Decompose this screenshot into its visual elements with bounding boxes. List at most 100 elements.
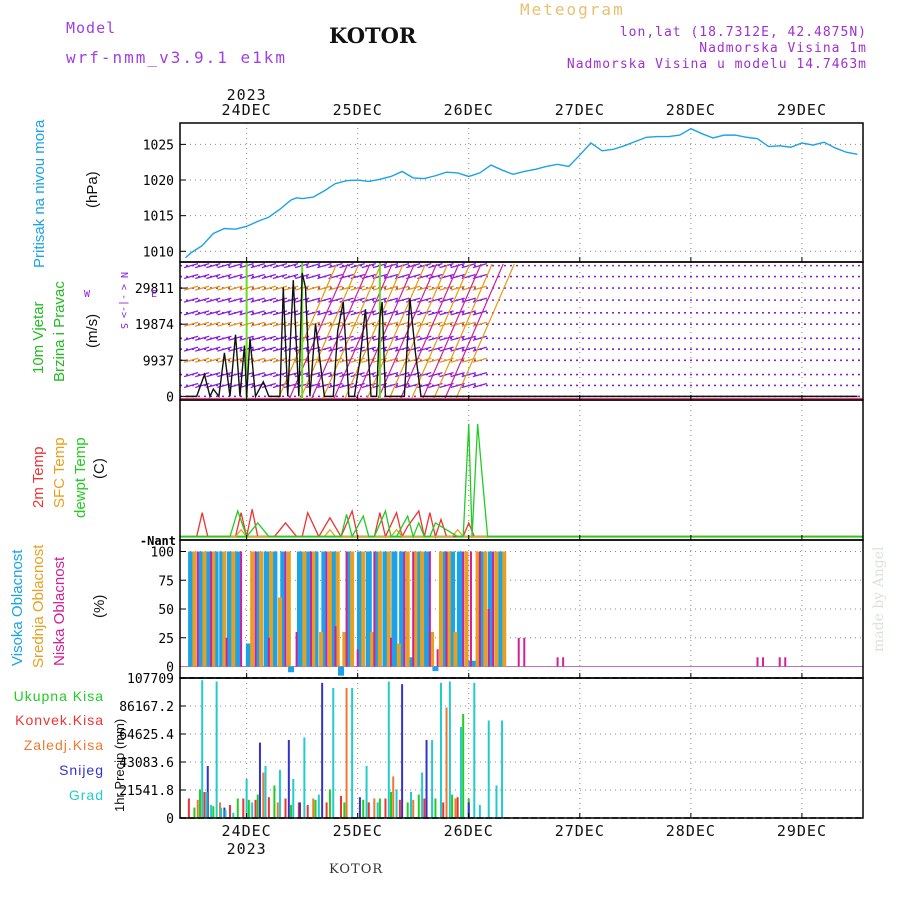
wind-barb — [217, 310, 232, 316]
precip-tick-label: 21541.8 — [119, 784, 174, 799]
bottom-date-label: 25DEC — [333, 822, 383, 840]
wind-speed-line — [185, 272, 858, 399]
cloud-bar — [391, 551, 398, 667]
wind-barb — [472, 297, 488, 303]
cloud-bar — [496, 551, 503, 667]
cloud-bar — [302, 551, 307, 667]
precip-bar — [290, 805, 293, 818]
cloud-tick-label: 75 — [158, 574, 174, 589]
temp-series-line — [185, 508, 858, 540]
wind-streak — [366, 263, 427, 399]
pressure-line — [185, 127, 858, 259]
wind-barb — [417, 297, 432, 303]
wind-barb — [328, 297, 343, 303]
precip-bar — [451, 794, 454, 818]
cloud-bar — [445, 551, 448, 667]
cloud-bar — [319, 632, 324, 667]
cloud-bar — [334, 626, 337, 667]
precip-bar — [345, 688, 348, 818]
precip-bar — [495, 785, 498, 818]
wind-barb — [206, 273, 221, 280]
wind-barb — [195, 310, 210, 316]
precip-bar — [454, 798, 457, 818]
precip-bar — [201, 680, 204, 818]
wind-barb — [250, 357, 265, 363]
precip-bar — [431, 740, 434, 818]
wind-barb — [206, 297, 221, 303]
wind-barb — [428, 310, 443, 316]
wind-barb — [261, 346, 277, 352]
wind-barb — [361, 346, 376, 352]
precip-bar — [210, 805, 213, 818]
wind-barb — [228, 297, 243, 303]
wind-barb — [206, 335, 221, 341]
cloud-bar — [469, 551, 472, 667]
cloud-bar — [430, 632, 435, 667]
cloud-bar — [211, 551, 216, 667]
precip-bar — [478, 805, 481, 818]
wind-barb — [261, 263, 277, 269]
cloud-bar — [219, 551, 226, 667]
wind-barb — [272, 263, 288, 269]
wind-barb — [217, 297, 232, 303]
wind-barb — [450, 335, 465, 341]
precip-tick-label: 0 — [166, 812, 174, 827]
cloud-bar — [438, 551, 443, 667]
temp-series-line — [185, 528, 858, 538]
panel-frame — [179, 399, 864, 541]
pressure-tick-label: 1010 — [143, 245, 174, 260]
wind-streak — [355, 263, 415, 399]
wind-barb — [472, 357, 488, 363]
wind-barb — [217, 346, 232, 352]
cloud-bar — [250, 551, 255, 667]
wind-barb — [228, 263, 243, 269]
altitude-info: Nadmorska Visina 1m — [699, 41, 867, 56]
cloud-bar — [428, 551, 431, 667]
cloud-bar — [254, 551, 261, 667]
wind-barb — [317, 297, 332, 303]
cloud-bar — [483, 551, 488, 667]
wind-barb — [450, 297, 465, 303]
wind-barb — [183, 310, 199, 316]
wind-barb — [250, 273, 265, 280]
precip-bar — [343, 802, 346, 818]
top-date-label: 25DEC — [333, 101, 383, 119]
wind-barb — [328, 335, 343, 341]
wind-barb — [383, 335, 399, 341]
wind-barb — [450, 346, 465, 352]
precip-bar — [287, 740, 290, 818]
wind-barb — [283, 263, 299, 269]
wind-barb — [228, 273, 243, 280]
wind-barb — [306, 310, 321, 316]
precip-bar — [284, 798, 287, 818]
wind-barb — [183, 321, 199, 327]
cloud-bar — [441, 551, 448, 667]
legend-total-rain: Ukupna Kisa — [13, 688, 104, 704]
wind-streak — [455, 263, 515, 399]
cloud-bar — [415, 551, 422, 667]
wind-barb — [261, 273, 277, 280]
cloud-bar — [196, 551, 203, 667]
wind-barb — [417, 310, 432, 316]
cloud-bar — [356, 551, 363, 667]
wind-barb — [306, 321, 321, 327]
wind-barb — [439, 346, 454, 352]
cloud-bar — [269, 551, 274, 667]
wind-barb — [228, 310, 243, 316]
cloud-bar — [756, 657, 759, 667]
precip-bar — [317, 794, 320, 818]
wind-barb — [383, 321, 399, 327]
cloud-bar — [254, 551, 257, 667]
wind-barb — [428, 297, 443, 303]
precip-bar — [245, 779, 248, 818]
wind-barb — [428, 346, 443, 352]
wind-barb — [250, 346, 265, 352]
precip-bar — [254, 799, 257, 818]
cloud-bar — [478, 551, 481, 667]
model-label: Model — [66, 19, 117, 37]
wind-barb — [317, 263, 332, 269]
cloud-bar — [259, 551, 264, 667]
wind-barb — [406, 297, 421, 303]
precip-tick-label: 86167.2 — [119, 700, 174, 715]
cloud-bar — [382, 551, 389, 667]
